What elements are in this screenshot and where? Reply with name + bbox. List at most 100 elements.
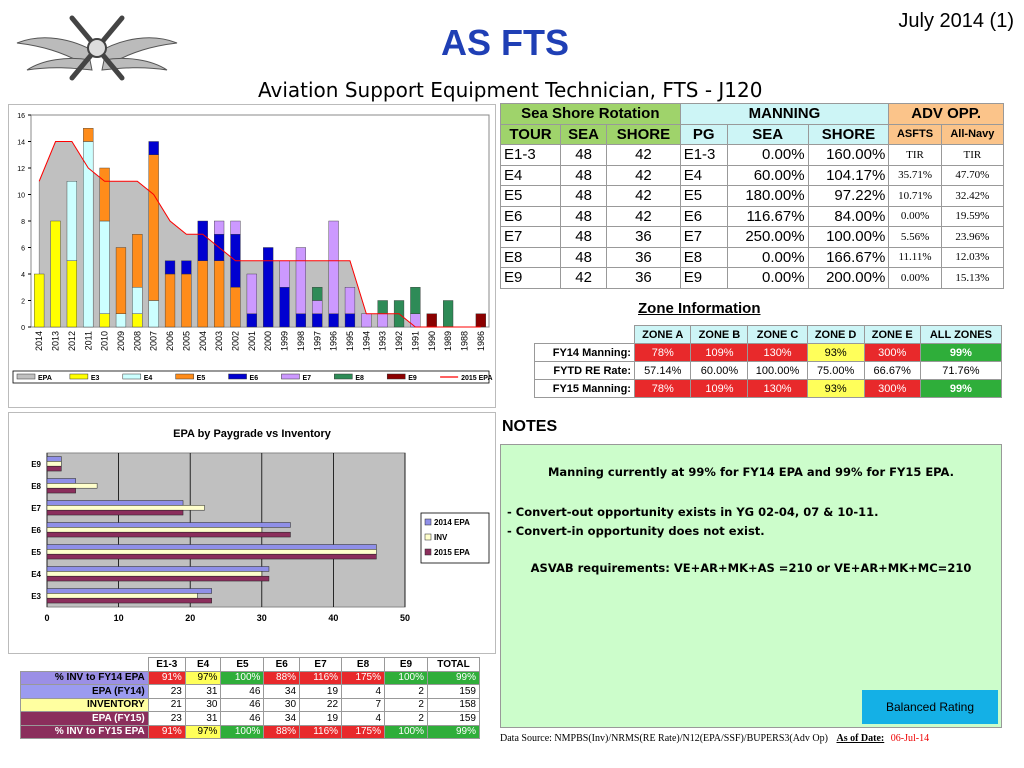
table-cell: 42: [606, 205, 681, 227]
row-label: FYTD RE Rate:: [534, 361, 635, 380]
table-cell: 88%: [263, 670, 301, 685]
col-header: SHORE: [807, 123, 890, 145]
table-cell: 19.59%: [940, 205, 1005, 227]
col-header: SHORE: [606, 123, 681, 145]
legend-label: E3: [91, 375, 100, 382]
zone-header: ZONE D: [806, 325, 865, 344]
table-cell: E5: [499, 185, 562, 207]
legend-swatch: [281, 373, 300, 380]
table-cell: 91%: [147, 670, 186, 685]
table-row: E4 48 42 E4 60.00% 104.17% 35.71% 47.70%: [499, 164, 1005, 186]
table-cell: 31: [184, 684, 222, 699]
bar-e5: [115, 247, 127, 314]
table-cell: E9: [499, 267, 562, 289]
y-tick-label: 0: [21, 325, 25, 332]
y-tick-label: 10: [17, 193, 25, 200]
inv-header: E8: [341, 657, 386, 672]
inv-header: E4: [184, 657, 222, 672]
x-tick-label: 30: [257, 613, 267, 623]
row-label: FY15 Manning:: [534, 379, 635, 398]
bar-e3: [132, 313, 143, 328]
table-cell: 100.00%: [807, 226, 890, 248]
x-tick-label: 2009: [116, 331, 126, 351]
bar-e6: [197, 220, 208, 261]
table-cell: 100%: [384, 670, 428, 685]
table-cell: TIR: [940, 144, 1005, 166]
table-row: EPA (FY15) 23 31 46 34 19 4 2 159: [20, 711, 481, 726]
bar-e7: [312, 300, 323, 314]
legend-label: E4: [144, 375, 153, 382]
table-cell: 48: [560, 246, 608, 268]
x-tick-label: 2012: [67, 331, 77, 351]
zone-header: ZONE A: [633, 325, 692, 344]
x-tick-label: 1988: [459, 331, 469, 351]
row-label: % INV to FY14 EPA: [20, 670, 149, 685]
table-cell: 66.67%: [863, 361, 921, 380]
table-cell: 2: [384, 711, 428, 726]
y-tick-label: E5: [31, 548, 41, 557]
table-cell: 130%: [747, 379, 808, 398]
table-cell: 97.22%: [807, 185, 890, 207]
table-cell: E9: [679, 267, 728, 289]
table-row: % INV to FY14 EPA 91% 97% 100% 88% 116% …: [20, 670, 481, 685]
row-label: EPA (FY15): [20, 711, 149, 726]
table-cell: 21: [147, 697, 186, 712]
table-cell: 71.76%: [919, 361, 1003, 380]
table-cell: E7: [679, 226, 728, 248]
table-cell: 47.70%: [940, 164, 1005, 186]
bar-2014-epa: [46, 478, 76, 484]
legend-swatch: [424, 548, 432, 556]
legend-swatch: [228, 373, 247, 380]
table-cell: 300%: [863, 343, 921, 362]
table-cell: 88%: [263, 724, 301, 739]
table-cell: E5: [679, 185, 728, 207]
inv-header: E6: [263, 657, 301, 672]
x-tick-label: 2002: [230, 331, 240, 351]
bar-e6: [279, 287, 290, 328]
x-tick-label: 1999: [280, 331, 290, 351]
x-tick-label: 2008: [132, 331, 142, 351]
table-cell: 4: [341, 711, 386, 726]
bar-e7: [213, 220, 225, 235]
table-cell: 31: [184, 711, 222, 726]
x-tick-label: 2006: [165, 331, 175, 351]
col-header: SEA: [726, 123, 809, 145]
x-tick-label: 2010: [100, 331, 110, 351]
zone-header: ALL ZONES: [919, 325, 1003, 344]
table-cell: 48: [560, 226, 608, 248]
notes-line: Manning currently at 99% for FY14 EPA an…: [547, 465, 955, 479]
bar-e6: [295, 313, 307, 328]
table-cell: 159: [426, 684, 481, 699]
bar-2015-epa: [46, 487, 76, 494]
table-cell: E8: [499, 246, 562, 268]
bar-e5: [132, 234, 143, 288]
table-row: E8 48 36 E8 0.00% 166.67% 11.11% 12.03%: [499, 246, 1005, 268]
table-cell: 11.11%: [888, 246, 942, 268]
table-cell: 78%: [633, 379, 692, 398]
table-cell: 130%: [747, 343, 808, 362]
y-tick-label: 6: [21, 246, 25, 253]
table-cell: E6: [499, 205, 562, 227]
table-cell: 175%: [341, 670, 386, 685]
table-cell: 57.14%: [633, 361, 692, 380]
bar-e7: [295, 247, 307, 314]
table-cell: 4: [341, 684, 386, 699]
y-tick-label: 8: [21, 219, 25, 226]
paygrade-inventory-chart: EPA by Paygrade vs Inventory 0 10 20 30 40 50 E…: [31, 428, 490, 623]
bar-e7: [328, 220, 339, 314]
table-cell: E4: [499, 164, 562, 186]
table-row: E1-3 48 42 E1-3 0.00% 160.00% TIR TIR: [499, 144, 1005, 166]
table-cell: 46: [220, 684, 265, 699]
table-cell: 75.00%: [806, 361, 865, 380]
table-cell: 15.13%: [940, 267, 1005, 289]
table-cell: 60.00%: [690, 361, 749, 380]
table-cell: 42: [560, 267, 608, 289]
table-cell: 7: [341, 697, 386, 712]
y-tick-label: 12: [17, 166, 25, 173]
table-cell: 48: [560, 144, 608, 166]
table-cell: E1-3: [679, 144, 728, 166]
bar-2014-epa: [46, 456, 62, 462]
bar-e3: [50, 220, 61, 328]
bar-e6: [312, 313, 323, 328]
bar-e5: [181, 273, 192, 328]
